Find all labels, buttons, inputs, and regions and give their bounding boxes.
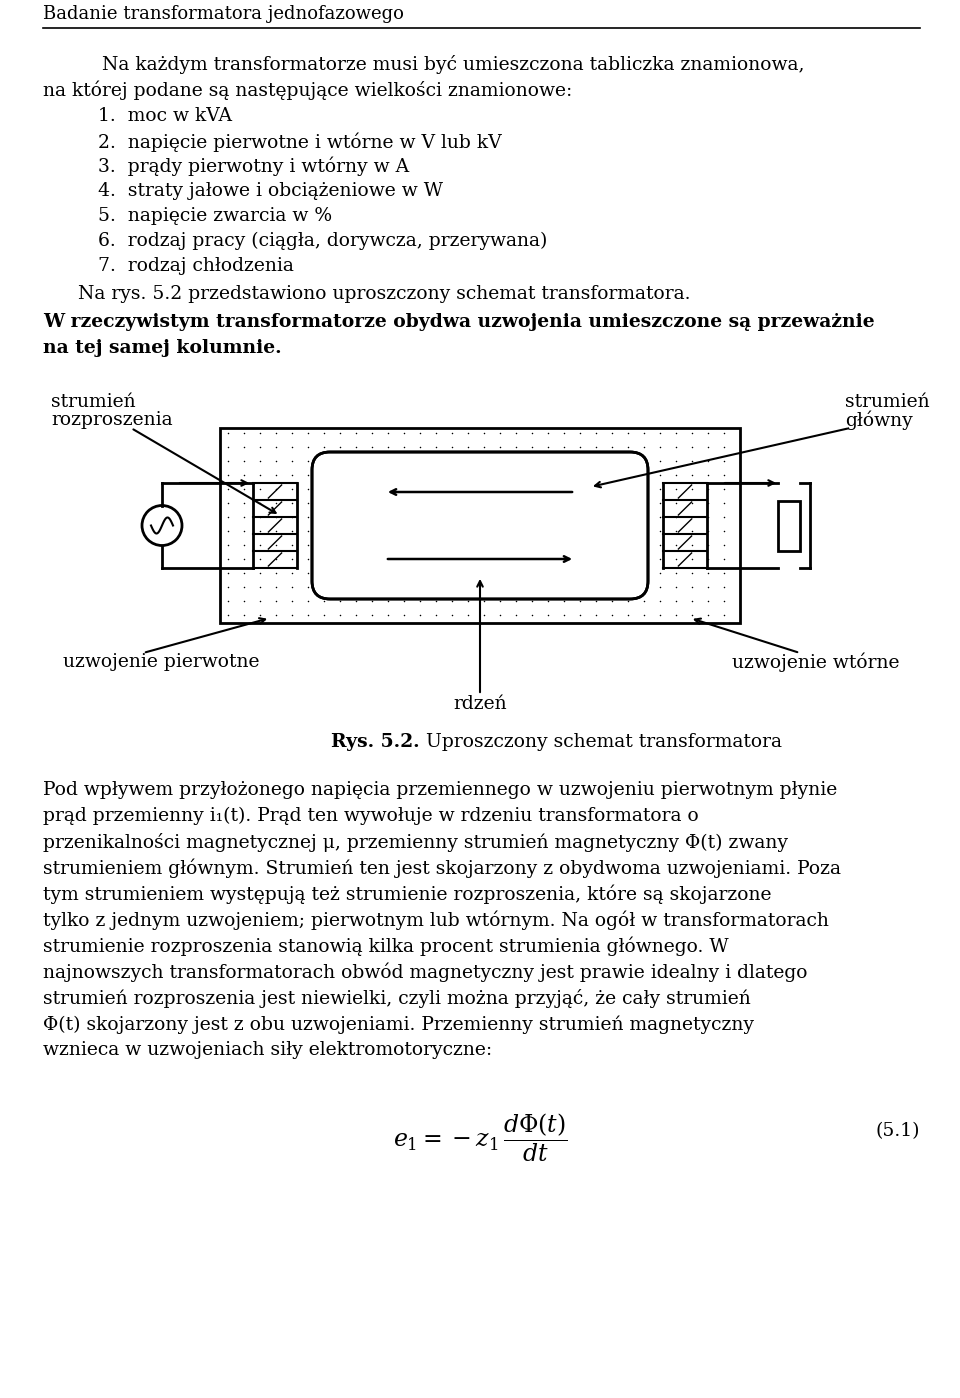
Text: 2.  napięcie pierwotne i wtórne w V lub kV: 2. napięcie pierwotne i wtórne w V lub k… [98, 131, 502, 151]
Text: W rzeczywistym transformatorze obydwa uzwojenia umieszczone są przeważnie: W rzeczywistym transformatorze obydwa uz… [43, 313, 875, 331]
Text: wznieca w uzwojeniach siły elektromotoryczne:: wznieca w uzwojeniach siły elektromotory… [43, 1042, 492, 1060]
Text: Φ(t) skojarzony jest z obu uzwojeniami. Przemienny strumień magnetyczny: Φ(t) skojarzony jest z obu uzwojeniami. … [43, 1015, 754, 1033]
Text: rozproszenia: rozproszenia [51, 411, 173, 429]
FancyBboxPatch shape [312, 452, 648, 598]
Text: na tej samej kolumnie.: na tej samej kolumnie. [43, 338, 281, 356]
Text: (5.1): (5.1) [876, 1123, 920, 1139]
Text: 6.  rodzaj pracy (ciągła, dorywcza, przerywana): 6. rodzaj pracy (ciągła, dorywcza, przer… [98, 232, 547, 250]
Text: Na rys. 5.2 przedstawiono uproszczony schemat transformatora.: Na rys. 5.2 przedstawiono uproszczony sc… [78, 285, 690, 303]
Text: rdzeń: rdzeń [453, 695, 507, 713]
Text: przenikalności magnetycznej μ, przemienny strumień magnetyczny Φ(t) zwany: przenikalności magnetycznej μ, przemienn… [43, 833, 788, 851]
Text: Uproszczony schemat transformatora: Uproszczony schemat transformatora [420, 733, 782, 751]
Text: uzwojenie pierwotne: uzwojenie pierwotne [63, 653, 259, 671]
Text: Rys. 5.2.: Rys. 5.2. [331, 733, 420, 751]
Text: Na każdym transformatorze musi być umieszczona tabliczka znamionowa,: Na każdym transformatorze musi być umies… [78, 55, 804, 74]
Text: $e_1 = -z_1 \,\dfrac{d\Phi(t)}{dt}$: $e_1 = -z_1 \,\dfrac{d\Phi(t)}{dt}$ [393, 1111, 567, 1165]
Text: Pod wpływem przyłożonego napięcia przemiennego w uzwojeniu pierwotnym płynie: Pod wpływem przyłożonego napięcia przemi… [43, 781, 837, 800]
Text: strumień: strumień [51, 393, 135, 411]
Text: na której podane są następujące wielkości znamionowe:: na której podane są następujące wielkośc… [43, 81, 572, 101]
Text: prąd przemienny i₁(t). Prąd ten wywołuje w rdzeniu transformatora o: prąd przemienny i₁(t). Prąd ten wywołuje… [43, 807, 699, 825]
Bar [778, 500, 800, 551]
Text: Badanie transformatora jednofazowego: Badanie transformatora jednofazowego [43, 6, 404, 22]
Text: 7.  rodzaj chłodzenia: 7. rodzaj chłodzenia [98, 257, 294, 275]
Text: główny: główny [845, 411, 913, 431]
Text: strumień rozproszenia jest niewielki, czyli można przyjąć, że cały strumień: strumień rozproszenia jest niewielki, cz… [43, 988, 751, 1008]
Text: tym strumieniem występują też strumienie rozproszenia, które są skojarzone: tym strumieniem występują też strumienie… [43, 885, 772, 905]
Text: 3.  prądy pierwotny i wtórny w A: 3. prądy pierwotny i wtórny w A [98, 157, 409, 176]
Text: strumienie rozproszenia stanowią kilka procent strumienia głównego. W: strumienie rozproszenia stanowią kilka p… [43, 937, 729, 956]
Bar [332, 473, 628, 579]
Text: tylko z jednym uzwojeniem; pierwotnym lub wtórnym. Na ogół w transformatorach: tylko z jednym uzwojeniem; pierwotnym lu… [43, 911, 828, 931]
Text: uzwojenie wtórne: uzwojenie wtórne [732, 653, 900, 672]
Text: 1.  moc w kVA: 1. moc w kVA [98, 108, 232, 124]
Text: strumieniem głównym. Strumień ten jest skojarzony z obydwoma uzwojeniami. Poza: strumieniem głównym. Strumień ten jest s… [43, 858, 841, 878]
Bar [220, 428, 740, 624]
Text: najnowszych transformatorach obwód magnetyczny jest prawie idealny i dlatego: najnowszych transformatorach obwód magne… [43, 963, 807, 983]
Text: 5.  napięcie zwarcia w %: 5. napięcie zwarcia w % [98, 207, 332, 225]
Text: strumień: strumień [845, 393, 929, 411]
Text: 4.  straty jałowe i obciążeniowe w W: 4. straty jałowe i obciążeniowe w W [98, 182, 443, 200]
